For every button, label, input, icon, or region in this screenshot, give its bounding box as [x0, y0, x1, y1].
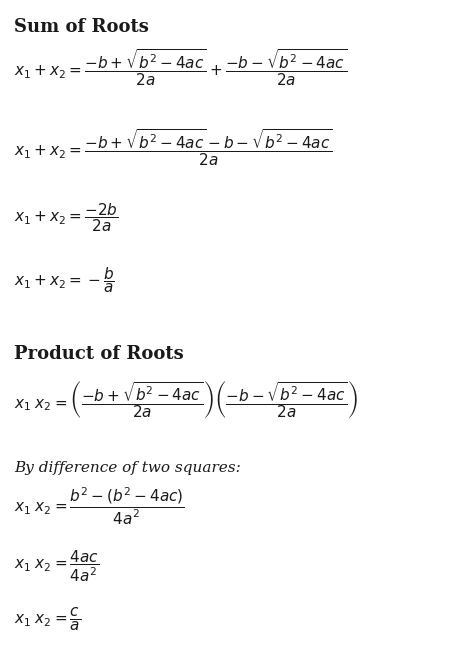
Text: $x_1 \; x_2 = \dfrac{b^2 - (b^2 - 4ac)}{4a^2}$: $x_1 \; x_2 = \dfrac{b^2 - (b^2 - 4ac)}{…	[14, 485, 185, 527]
Text: $x_1 \; x_2 = \left(\dfrac{-b + \sqrt{b^2 - 4ac}}{2a}\right)\left(\dfrac{-b - \s: $x_1 \; x_2 = \left(\dfrac{-b + \sqrt{b^…	[14, 380, 358, 420]
Text: Sum of Roots: Sum of Roots	[14, 18, 149, 36]
Text: $x_1 + x_2 = -\dfrac{b}{a}$: $x_1 + x_2 = -\dfrac{b}{a}$	[14, 265, 115, 295]
Text: $x_1 \; x_2 = \dfrac{c}{a}$: $x_1 \; x_2 = \dfrac{c}{a}$	[14, 607, 81, 634]
Text: $x_1 \; x_2 = \dfrac{4ac}{4a^2}$: $x_1 \; x_2 = \dfrac{4ac}{4a^2}$	[14, 548, 99, 584]
Text: Product of Roots: Product of Roots	[14, 345, 184, 363]
Text: $x_1 + x_2 = \dfrac{-b + \sqrt{b^2 - 4ac} - b - \sqrt{b^2 - 4ac}}{2a}$: $x_1 + x_2 = \dfrac{-b + \sqrt{b^2 - 4ac…	[14, 128, 332, 169]
Text: $x_1 + x_2 = \dfrac{-b + \sqrt{b^2 - 4ac}}{2a} + \dfrac{-b - \sqrt{b^2 - 4ac}}{2: $x_1 + x_2 = \dfrac{-b + \sqrt{b^2 - 4ac…	[14, 48, 347, 89]
Text: $x_1 + x_2 = \dfrac{-2b}{2a}$: $x_1 + x_2 = \dfrac{-2b}{2a}$	[14, 201, 118, 234]
Text: By difference of two squares:: By difference of two squares:	[14, 461, 241, 475]
